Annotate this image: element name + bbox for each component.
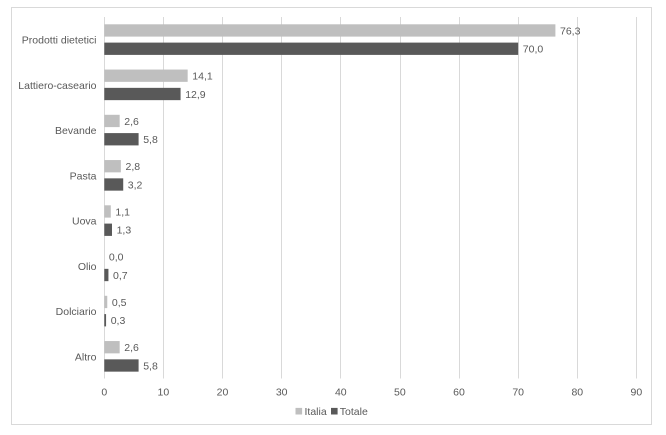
svg-text:Bevande: Bevande <box>55 125 97 137</box>
svg-text:76,3: 76,3 <box>560 25 581 37</box>
svg-text:70: 70 <box>512 387 524 399</box>
svg-text:Altro: Altro <box>75 351 97 363</box>
svg-text:Totale: Totale <box>340 406 368 418</box>
svg-text:2,6: 2,6 <box>124 342 139 354</box>
svg-text:10: 10 <box>158 387 170 399</box>
svg-text:0,7: 0,7 <box>113 270 128 282</box>
svg-text:70,0: 70,0 <box>523 44 544 56</box>
svg-text:60: 60 <box>453 387 465 399</box>
svg-text:12,9: 12,9 <box>185 89 206 101</box>
svg-text:Dolciario: Dolciario <box>56 306 97 318</box>
svg-text:0: 0 <box>101 387 107 399</box>
svg-text:0,3: 0,3 <box>111 315 126 327</box>
svg-text:1,1: 1,1 <box>115 206 130 218</box>
svg-text:80: 80 <box>571 387 583 399</box>
svg-text:Prodotti dietetici: Prodotti dietetici <box>22 35 97 47</box>
svg-text:50: 50 <box>394 387 406 399</box>
svg-text:5,8: 5,8 <box>143 134 158 146</box>
svg-text:40: 40 <box>335 387 347 399</box>
svg-text:20: 20 <box>217 387 229 399</box>
svg-text:3,2: 3,2 <box>128 179 143 191</box>
svg-text:2,8: 2,8 <box>126 161 141 173</box>
svg-text:0,0: 0,0 <box>109 252 124 264</box>
svg-text:14,1: 14,1 <box>192 71 213 83</box>
svg-text:5,8: 5,8 <box>143 360 158 372</box>
svg-text:Pasta: Pasta <box>70 170 97 182</box>
svg-text:Lattiero-caseario: Lattiero-caseario <box>18 80 96 92</box>
svg-text:2,6: 2,6 <box>124 116 139 128</box>
svg-text:1,3: 1,3 <box>117 225 132 237</box>
svg-text:Olio: Olio <box>78 261 97 273</box>
svg-text:0,5: 0,5 <box>112 297 127 309</box>
svg-text:Italia: Italia <box>305 406 327 418</box>
svg-text:90: 90 <box>631 387 643 399</box>
svg-text:Uova: Uova <box>72 216 97 228</box>
svg-text:30: 30 <box>276 387 288 399</box>
